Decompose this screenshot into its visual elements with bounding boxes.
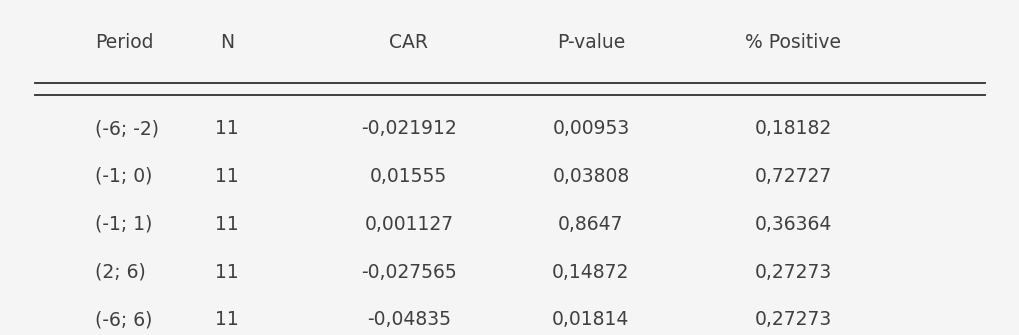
Text: 0,001127: 0,001127	[364, 215, 453, 234]
Text: 0,03808: 0,03808	[551, 167, 629, 186]
Text: 11: 11	[215, 119, 238, 138]
Text: -0,021912: -0,021912	[361, 119, 457, 138]
Text: 0,14872: 0,14872	[551, 263, 629, 281]
Text: N: N	[219, 34, 233, 53]
Text: (-6; -2): (-6; -2)	[95, 119, 159, 138]
Text: 11: 11	[215, 310, 238, 329]
Text: 0,72727: 0,72727	[754, 167, 832, 186]
Text: 0,01814: 0,01814	[551, 310, 629, 329]
Text: 11: 11	[215, 215, 238, 234]
Text: 0,36364: 0,36364	[754, 215, 832, 234]
Text: (2; 6): (2; 6)	[95, 263, 146, 281]
Text: -0,04835: -0,04835	[367, 310, 450, 329]
Text: 0,27273: 0,27273	[754, 310, 832, 329]
Text: 0,8647: 0,8647	[557, 215, 623, 234]
Text: (-1; 0): (-1; 0)	[95, 167, 153, 186]
Text: Period: Period	[95, 34, 154, 53]
Text: 11: 11	[215, 167, 238, 186]
Text: (-1; 1): (-1; 1)	[95, 215, 153, 234]
Text: 0,27273: 0,27273	[754, 263, 832, 281]
Text: 0,01555: 0,01555	[370, 167, 447, 186]
Text: % Positive: % Positive	[745, 34, 841, 53]
Text: P-value: P-value	[556, 34, 625, 53]
Text: -0,027565: -0,027565	[361, 263, 457, 281]
Text: 11: 11	[215, 263, 238, 281]
Text: CAR: CAR	[389, 34, 428, 53]
Text: 0,00953: 0,00953	[551, 119, 629, 138]
Text: (-6; 6): (-6; 6)	[95, 310, 153, 329]
Text: 0,18182: 0,18182	[754, 119, 832, 138]
